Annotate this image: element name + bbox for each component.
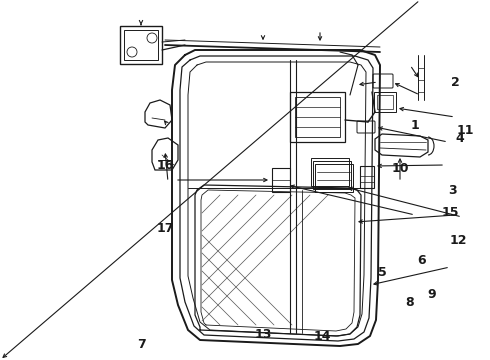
Text: 16: 16: [156, 158, 173, 171]
Text: 2: 2: [451, 76, 460, 89]
Text: 15: 15: [441, 206, 459, 219]
Text: 7: 7: [137, 338, 146, 351]
Text: 5: 5: [378, 266, 387, 279]
Text: 14: 14: [313, 330, 331, 343]
Text: 17: 17: [156, 221, 174, 234]
Text: 8: 8: [406, 296, 415, 309]
Text: 4: 4: [456, 131, 465, 144]
Text: 9: 9: [428, 288, 436, 302]
Text: 6: 6: [417, 253, 426, 266]
Text: 11: 11: [456, 123, 474, 136]
Text: 12: 12: [449, 234, 467, 247]
Text: 1: 1: [411, 118, 419, 131]
Text: 13: 13: [254, 328, 271, 342]
Text: 3: 3: [448, 184, 456, 197]
Text: 10: 10: [391, 162, 409, 175]
